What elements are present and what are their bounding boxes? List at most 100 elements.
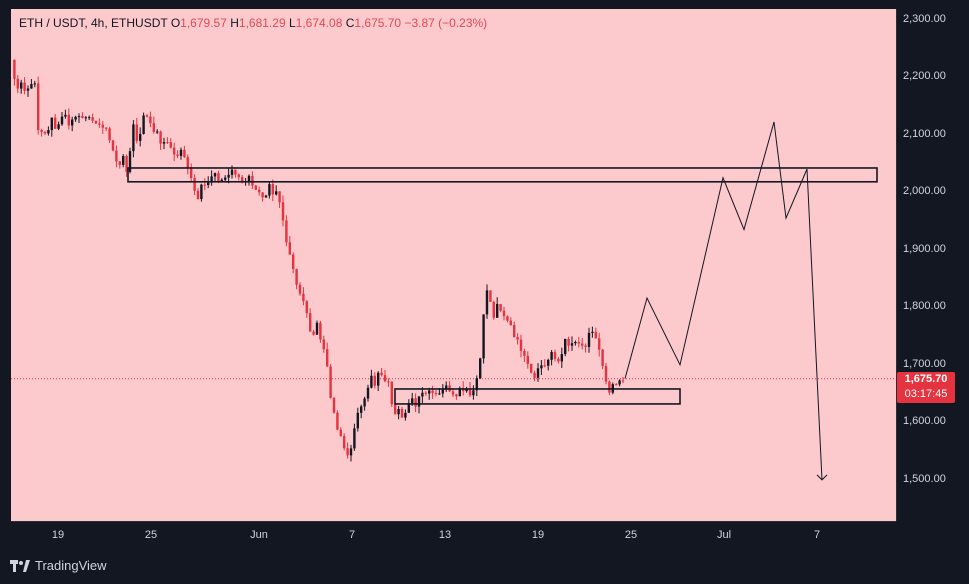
candle-body [26, 88, 30, 91]
plot-area[interactable] [11, 9, 896, 521]
candle-body [186, 157, 189, 169]
candle-body [193, 177, 196, 191]
candle-body [564, 338, 567, 355]
candle-body [434, 392, 438, 394]
candle-body [57, 124, 60, 129]
candle-body [601, 349, 604, 366]
candle-body [234, 169, 237, 175]
candle-body [349, 448, 353, 456]
candle-body [132, 124, 135, 152]
candle-body [309, 313, 312, 332]
candle-body [407, 402, 410, 413]
candle-body [162, 142, 166, 144]
candle-body [135, 124, 138, 141]
close-label: C [345, 16, 355, 30]
bar-countdown: 03:17:45 [904, 388, 948, 400]
candle-body [84, 117, 87, 119]
candle-body [43, 131, 47, 134]
candle-body [60, 116, 64, 125]
candle-body [285, 220, 288, 243]
candle-body [71, 119, 74, 126]
resistance-zone [127, 167, 878, 183]
candle-body [485, 290, 489, 315]
candle-body [370, 375, 373, 388]
candle-body [451, 391, 455, 395]
candle-body [312, 331, 315, 335]
candle-body [237, 174, 240, 178]
x-tick-label: 25 [624, 529, 638, 541]
candle-body [584, 345, 587, 347]
candle-body [445, 385, 448, 390]
candle-body [560, 354, 563, 362]
candle-body [360, 406, 363, 413]
candle-body [139, 133, 142, 141]
candle-body [594, 331, 597, 339]
candle-body [526, 355, 529, 364]
y-tick-label: 1,500.00 [903, 472, 946, 485]
candle-body [536, 368, 540, 378]
candle-body [366, 387, 370, 399]
x-tick-label: 19 [51, 529, 65, 541]
candle-body [156, 131, 159, 133]
x-tick-label: 13 [438, 529, 452, 541]
candle-body [615, 384, 618, 386]
candle-body [64, 114, 67, 117]
candle-body [383, 375, 387, 382]
high-value: 1,681.29 [238, 16, 286, 30]
candle-body [499, 304, 502, 311]
candle-body [264, 195, 268, 198]
candle-body [353, 428, 356, 449]
candle-body [438, 393, 441, 395]
candle-body [217, 173, 220, 182]
candle-body [91, 117, 94, 121]
candle-body [281, 202, 285, 221]
candle-body [37, 83, 40, 131]
candle-body [570, 343, 574, 346]
candle-body [475, 378, 478, 391]
candle-body [411, 398, 414, 403]
candlestick-chart[interactable] [11, 9, 896, 521]
candle-body [74, 116, 77, 120]
candle-body [482, 314, 485, 359]
candle-body [224, 177, 227, 180]
candle-body [128, 151, 132, 172]
change-value: −3.87 (−0.23%) [404, 16, 488, 30]
price-axis[interactable] [896, 9, 959, 521]
candle-body [13, 59, 16, 79]
candle-body [271, 184, 274, 195]
candle-body [33, 83, 36, 85]
time-axis[interactable] [11, 521, 896, 550]
candle-body [489, 290, 492, 302]
candle-body [213, 173, 217, 177]
candle-body [251, 175, 254, 186]
candle-body [428, 390, 431, 394]
candle-body [94, 120, 98, 124]
candle-body [346, 448, 349, 456]
candle-body [268, 184, 271, 196]
candle-body [550, 352, 553, 360]
candle-body [125, 156, 128, 172]
candle-body [523, 350, 526, 356]
candle-body [319, 322, 322, 340]
candle-body [618, 380, 621, 385]
x-tick-label: Jun [250, 529, 268, 541]
candle-body [496, 304, 499, 318]
candle-body [455, 394, 458, 397]
tradingview-brand[interactable]: TradingView [10, 558, 107, 573]
candle-body [458, 387, 461, 397]
low-value: 1,674.08 [295, 16, 343, 30]
y-tick-label: 1,600.00 [903, 415, 946, 428]
candle-body [196, 190, 200, 200]
current-price-tag: 1,675.70 03:17:45 [897, 372, 955, 403]
candle-body [404, 412, 407, 418]
candle-body [343, 436, 346, 449]
candle-body [54, 117, 57, 129]
candle-body [397, 409, 400, 415]
candle-body [101, 124, 104, 128]
candle-body [339, 429, 342, 437]
candle-body [315, 322, 319, 335]
projection-arrowhead [816, 474, 828, 481]
candle-body [47, 130, 50, 134]
candle-body [305, 301, 308, 314]
candle-body [295, 268, 298, 285]
